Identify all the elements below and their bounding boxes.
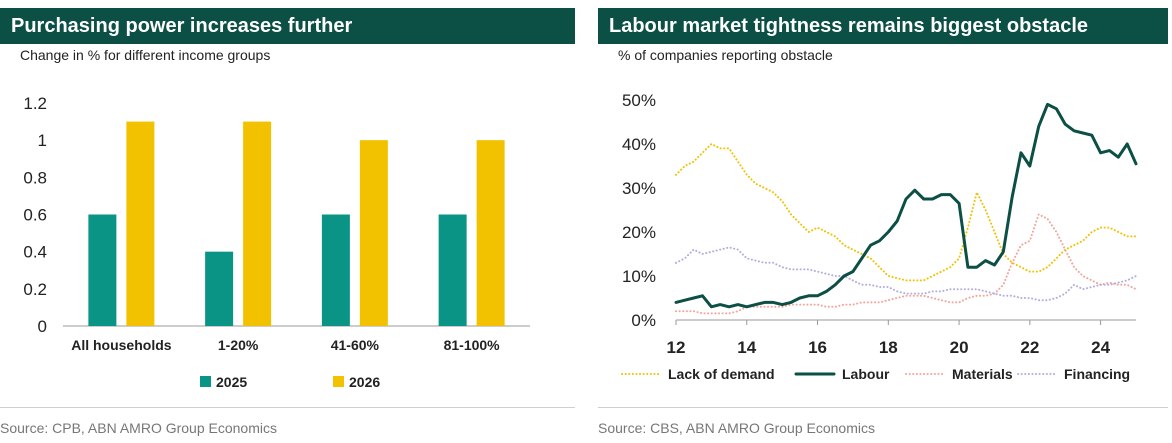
y-tick-label: 0.8 xyxy=(23,168,47,187)
bar-2026 xyxy=(476,140,505,326)
bar-2025 xyxy=(205,251,234,326)
legend-label: Labour xyxy=(842,366,890,382)
legend-label: 2026 xyxy=(349,374,380,390)
y-tick-label: 20% xyxy=(622,223,656,242)
y-tick-label: 0.6 xyxy=(23,206,47,225)
series-line-lack-of-demand xyxy=(675,143,1137,282)
y-tick-label: 0.2 xyxy=(23,280,47,299)
y-tick-label: 1 xyxy=(38,131,47,150)
legend-swatch-2026 xyxy=(333,376,344,387)
y-tick-label: 50% xyxy=(622,91,656,110)
bar-2025 xyxy=(88,214,117,326)
x-tick-label: 22 xyxy=(1020,338,1039,357)
x-tick-label: 14 xyxy=(737,338,756,357)
bar-chart: 0 0.2 0.4 0.6 0.8 1 1.2 All households 1-20% 41-6… xyxy=(23,94,530,390)
series-line-financing xyxy=(675,246,1137,302)
right-chart-panel: Labour market tightness remains biggest … xyxy=(598,0,1168,443)
y-tick-label: 0 xyxy=(38,317,47,336)
y-tick-label: 0% xyxy=(631,311,656,330)
x-tick-label: 18 xyxy=(879,338,898,357)
bar-2026 xyxy=(359,140,388,326)
x-tick-label: 16 xyxy=(808,338,827,357)
bar-2026 xyxy=(243,121,272,326)
x-tick-label: 81-100% xyxy=(444,337,501,353)
x-tick-label: 41-60% xyxy=(331,337,380,353)
legend-swatch-2025 xyxy=(200,376,211,387)
y-tick-label: 0.4 xyxy=(23,243,47,262)
line-chart: 0% 10% 20% 30% 40% 50% 12 14 16 18 20 22 24 Lack of d… xyxy=(621,91,1138,382)
legend-label: Lack of demand xyxy=(668,366,775,382)
divider xyxy=(0,407,575,408)
bar-2025 xyxy=(438,214,467,326)
chart-subtitle: Change in % for different income groups xyxy=(20,47,271,63)
bar-2025 xyxy=(321,214,350,326)
chart-subtitle: % of companies reporting obstacle xyxy=(618,47,833,63)
x-tick-label: All households xyxy=(71,337,172,353)
series-line-labour xyxy=(674,102,1138,309)
series-line-materials xyxy=(675,213,1137,315)
left-chart-panel: Purchasing power increases further Chang… xyxy=(0,0,575,443)
legend-label: Materials xyxy=(952,366,1013,382)
x-tick-label: 20 xyxy=(950,338,969,357)
divider xyxy=(598,407,1168,408)
x-tick-label: 1-20% xyxy=(218,337,259,353)
bar-2026 xyxy=(126,121,155,326)
chart-source: Source: CBS, ABN AMRO Group Economics xyxy=(598,420,875,436)
chart-title: Purchasing power increases further xyxy=(0,8,575,44)
legend-label: Financing xyxy=(1064,366,1130,382)
chart-source: Source: CPB, ABN AMRO Group Economics xyxy=(0,420,277,436)
x-tick-label: 12 xyxy=(667,338,686,357)
legend-label: 2025 xyxy=(216,374,247,390)
y-tick-label: 1.2 xyxy=(23,94,47,113)
x-tick-label: 24 xyxy=(1091,338,1110,357)
chart-title: Labour market tightness remains biggest … xyxy=(598,8,1168,44)
y-tick-label: 10% xyxy=(622,267,656,286)
y-tick-label: 40% xyxy=(622,135,656,154)
y-tick-label: 30% xyxy=(622,179,656,198)
